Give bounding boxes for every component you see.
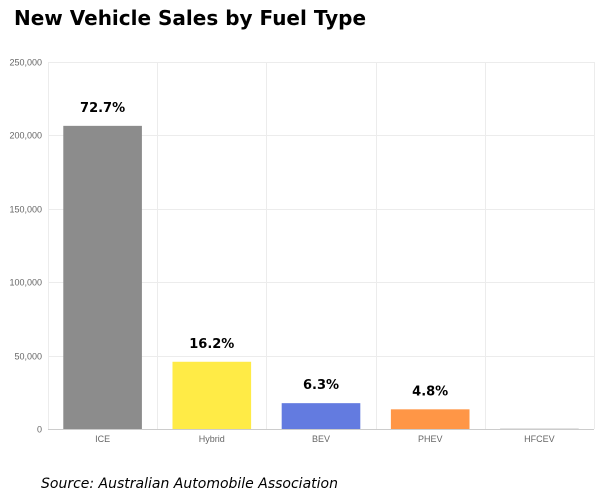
source-note: Source: Australian Automobile Associatio… xyxy=(41,476,338,492)
bar-hfcev xyxy=(500,428,579,430)
y-tick-label: 200,000 xyxy=(9,131,42,141)
y-tick-label: 100,000 xyxy=(9,278,42,288)
x-tick-label: Hybrid xyxy=(199,434,225,444)
bar-ice xyxy=(63,125,142,429)
y-tick-label: 50,000 xyxy=(14,352,42,362)
x-tick-label: PHEV xyxy=(418,434,443,444)
label-layer: 72.7% 16.2% 6.3% 4.8% xyxy=(80,101,448,399)
y-tick-label: 150,000 xyxy=(9,205,42,215)
data-label: 6.3% xyxy=(303,378,339,393)
chart-title: New Vehicle Sales by Fuel Type xyxy=(14,6,367,30)
x-tick-label: ICE xyxy=(95,434,110,444)
y-tick-label: 0 xyxy=(37,425,42,435)
bar-bev xyxy=(281,403,361,429)
bar-hybrid xyxy=(172,361,252,429)
data-label: 72.7% xyxy=(80,101,125,116)
bar-layer xyxy=(63,125,579,430)
data-label: 4.8% xyxy=(412,384,448,399)
x-tick-label: HFCEV xyxy=(524,434,555,444)
x-tick-label: BEV xyxy=(312,434,330,444)
data-label: 16.2% xyxy=(189,337,234,352)
axis-layer: 0 50,000 100,000 150,000 200,000 250,000 ICE Hy… xyxy=(9,58,554,445)
y-tick-label: 250,000 xyxy=(9,58,42,68)
bar-phev xyxy=(390,409,470,429)
